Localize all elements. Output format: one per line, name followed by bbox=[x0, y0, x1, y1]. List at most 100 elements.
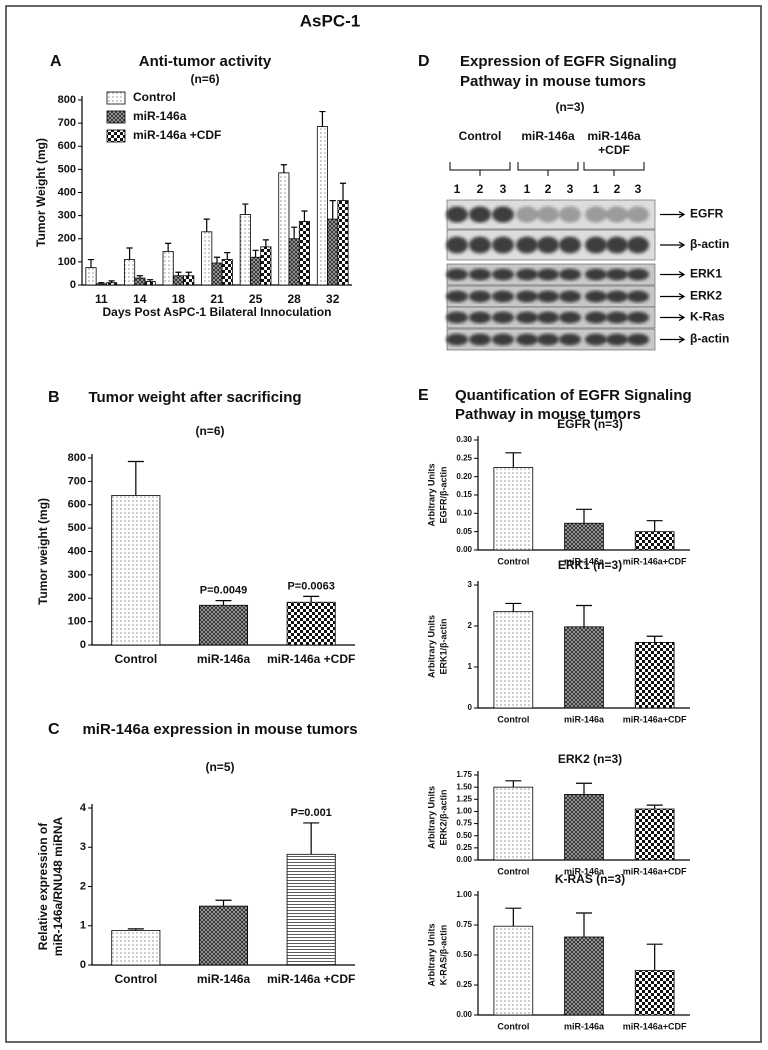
arrow bbox=[660, 335, 686, 344]
error-bar bbox=[147, 279, 154, 282]
blot-band bbox=[492, 311, 514, 324]
panel-title: Quantification of EGFR Signaling bbox=[455, 387, 692, 404]
panel-label: B bbox=[48, 389, 60, 406]
y-tick-label: 1 bbox=[80, 920, 86, 932]
y-tick-label: 800 bbox=[68, 452, 86, 464]
bar bbox=[221, 259, 233, 286]
blot-band bbox=[606, 236, 628, 254]
x-tick-label: Control bbox=[497, 556, 529, 566]
x-tick-label: miR-146a bbox=[564, 714, 605, 724]
error-bar bbox=[136, 275, 143, 279]
y-tick-label: 0.50 bbox=[456, 950, 472, 959]
bar bbox=[564, 522, 604, 551]
error-bar bbox=[646, 804, 663, 809]
blot-band bbox=[585, 311, 607, 324]
y-tick-label: 0.15 bbox=[456, 490, 472, 499]
error-bar bbox=[213, 256, 221, 264]
error-bar bbox=[505, 602, 522, 612]
y-axis-label: miR-146a/RNU48 miRNA bbox=[51, 816, 65, 956]
y-tick-label: 700 bbox=[58, 117, 76, 129]
legend-label: miR-146a bbox=[133, 109, 187, 123]
error-bar bbox=[262, 239, 269, 247]
bar bbox=[250, 256, 262, 286]
frame bbox=[5, 5, 762, 1043]
y-tick-label: 0 bbox=[80, 639, 86, 651]
lane-label: 3 bbox=[635, 182, 642, 196]
blot-band bbox=[516, 268, 538, 281]
blot-band bbox=[537, 206, 559, 223]
legend-swatch bbox=[106, 110, 126, 124]
bar bbox=[634, 531, 675, 551]
chart-subtitle: (n=6) bbox=[195, 424, 224, 438]
blot-band bbox=[516, 236, 538, 254]
y-tick-label: 0.50 bbox=[456, 831, 472, 840]
annotation: P=0.0049 bbox=[200, 584, 247, 596]
blot-band bbox=[469, 206, 491, 223]
blot-band bbox=[606, 290, 628, 303]
error-bar bbox=[329, 199, 336, 220]
blot-band bbox=[469, 290, 491, 303]
blot-band bbox=[537, 333, 559, 346]
error-bar bbox=[127, 928, 144, 931]
chart-title: K-RAS (n=3) bbox=[555, 872, 625, 886]
blot-title: Expression of EGFR Signaling bbox=[460, 53, 677, 70]
blot-band bbox=[627, 206, 649, 223]
legend-swatch bbox=[106, 91, 126, 105]
blot-band bbox=[585, 268, 607, 281]
legend-label: miR-146a +CDF bbox=[133, 128, 221, 142]
chart-title: Anti-tumor activity bbox=[139, 53, 272, 70]
y-tick-label: 0.75 bbox=[456, 920, 472, 929]
y-axis-label: ERK1/β-actin bbox=[438, 618, 448, 674]
bar bbox=[634, 642, 675, 709]
y-tick-label: 0.10 bbox=[456, 508, 472, 517]
blot-band bbox=[606, 268, 628, 281]
blot-group: miR-146a bbox=[587, 129, 641, 143]
band-label: β-actin bbox=[690, 237, 729, 251]
chart-title: EGFR (n=3) bbox=[557, 417, 623, 431]
error-bar bbox=[339, 182, 347, 201]
band-label: K-Ras bbox=[690, 310, 725, 324]
y-tick-label: 0.30 bbox=[456, 435, 472, 444]
y-tick-label: 0 bbox=[80, 959, 86, 971]
bracket bbox=[449, 162, 511, 176]
blot-band bbox=[559, 290, 581, 303]
blot-band bbox=[537, 268, 559, 281]
x-tick-label: 18 bbox=[172, 292, 186, 306]
error-bar bbox=[165, 242, 172, 252]
lane-label: 2 bbox=[614, 182, 621, 196]
y-tick-label: 2 bbox=[468, 621, 473, 630]
error-bar bbox=[303, 822, 320, 855]
x-tick-label: 25 bbox=[249, 292, 263, 306]
y-tick-label: 2 bbox=[80, 880, 86, 892]
blot-band bbox=[585, 290, 607, 303]
lane-label: 3 bbox=[567, 182, 574, 196]
chart-subtitle: (n=6) bbox=[190, 72, 219, 86]
y-tick-label: 0.00 bbox=[456, 855, 472, 864]
annotation: P=0.001 bbox=[291, 807, 332, 819]
error-bar bbox=[576, 604, 592, 627]
y-tick-label: 0.05 bbox=[456, 527, 472, 536]
x-tick-label: 21 bbox=[210, 292, 224, 306]
bar bbox=[134, 277, 146, 286]
x-tick-label: miR-146a bbox=[197, 972, 251, 986]
y-tick-label: 3 bbox=[468, 580, 473, 589]
bar bbox=[493, 467, 534, 551]
lane-label: 2 bbox=[477, 182, 484, 196]
x-tick-label: miR-146a bbox=[564, 866, 605, 876]
blot-band bbox=[627, 311, 649, 324]
y-tick-label: 300 bbox=[68, 569, 86, 581]
blot-band bbox=[559, 206, 581, 223]
y-axis-label: Arbitrary Units bbox=[426, 923, 436, 986]
bar bbox=[564, 936, 604, 1016]
blot-band bbox=[516, 206, 538, 223]
bar bbox=[211, 262, 223, 286]
bar bbox=[493, 611, 534, 709]
band-label: EGFR bbox=[690, 207, 724, 221]
error-bar bbox=[646, 635, 663, 643]
x-tick-label: miR-146a+CDF bbox=[623, 556, 687, 566]
blot-band bbox=[516, 333, 538, 346]
error-bar bbox=[646, 520, 663, 532]
x-tick-label: miR-146a+CDF bbox=[623, 1021, 687, 1031]
blot-band bbox=[469, 236, 491, 254]
y-tick-label: 100 bbox=[68, 616, 86, 628]
